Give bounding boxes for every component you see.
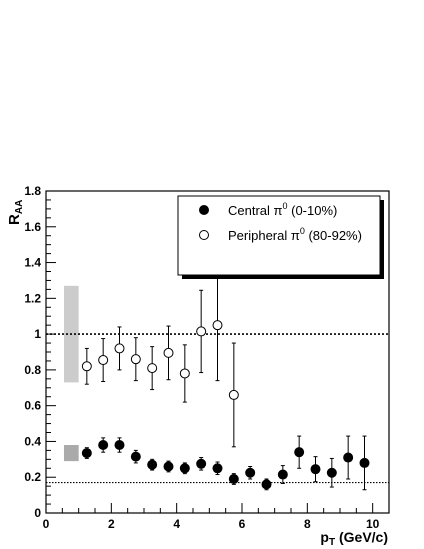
- y-tick-label: 0.8: [24, 363, 41, 377]
- peripheral-point: [163, 347, 174, 358]
- y-tick-label: 1.4: [24, 256, 41, 270]
- central-point: [98, 440, 109, 451]
- x-axis-title-sub: T: [329, 537, 335, 548]
- central-point: [310, 464, 321, 475]
- y-tick-label: 1.2: [24, 291, 41, 305]
- y-axis-title: RAA: [6, 200, 25, 225]
- legend-central-sup: 0: [283, 201, 288, 211]
- x-axis-title-unit: (GeV/c): [335, 529, 388, 545]
- y-axis-title-main: R: [6, 214, 23, 225]
- legend: Central π0 (0-10%) Peripheral π0 (80-92%…: [177, 195, 384, 279]
- x-axis-title-main: p: [320, 529, 329, 545]
- x-axis-title: pT (GeV/c): [320, 529, 388, 548]
- peripheral-point: [228, 389, 239, 400]
- central-point: [163, 461, 174, 472]
- legend-peripheral-suffix: (80-92%): [305, 228, 362, 243]
- central-point: [81, 448, 92, 459]
- legend-marker-central: [199, 205, 209, 215]
- legend-marker-peripheral: [199, 230, 209, 240]
- legend-label-peripheral: Peripheral π0 (80-92%): [228, 226, 362, 243]
- y-tick-label: 1: [34, 327, 41, 341]
- x-tick-label: 2: [108, 517, 115, 531]
- legend-central-suffix: (0-10%): [288, 203, 338, 218]
- y-axis-ticks: 0 0.2 0.4 0.6 0.8 1 1.2 1.4 1.6 1.8: [24, 184, 56, 520]
- legend-box: [177, 195, 381, 276]
- central-point: [147, 459, 158, 470]
- y-tick-label: 1.8: [24, 184, 41, 198]
- peripheral-point: [196, 326, 207, 337]
- legend-label-central: Central π0 (0-10%): [228, 201, 337, 218]
- central-point: [294, 447, 305, 458]
- central-point: [196, 458, 207, 469]
- central-point: [228, 474, 239, 485]
- legend-peripheral-name: Peripheral π: [228, 228, 300, 243]
- central-point: [261, 479, 272, 490]
- peripheral-point: [130, 354, 141, 365]
- x-tick-label: 0: [43, 517, 50, 531]
- y-tick-label: 0.6: [24, 399, 41, 413]
- systematic-box: [63, 445, 79, 462]
- systematic-error-boxes: [63, 285, 79, 462]
- y-axis-title-sub: AA: [14, 200, 25, 214]
- central-point: [343, 452, 354, 463]
- x-tick-label: 6: [239, 517, 246, 531]
- y-tick-label: 0.2: [24, 470, 41, 484]
- central-point: [114, 440, 125, 451]
- central-point: [326, 467, 337, 478]
- central-point: [277, 469, 288, 480]
- x-tick-label: 4: [173, 517, 180, 531]
- peripheral-point: [147, 363, 158, 374]
- data-points: [81, 269, 370, 491]
- peripheral-point: [179, 368, 190, 379]
- peripheral-point: [98, 355, 109, 366]
- central-point: [130, 451, 141, 462]
- x-tick-label: 8: [304, 517, 311, 531]
- y-tick-label: 1.6: [24, 220, 41, 234]
- peripheral-point: [114, 343, 125, 354]
- central-point: [245, 467, 256, 478]
- legend-peripheral-sup: 0: [300, 226, 305, 236]
- y-tick-label: 0.4: [24, 434, 41, 448]
- central-point: [179, 463, 190, 474]
- legend-central-name: Central π: [228, 203, 283, 218]
- central-point: [359, 457, 370, 468]
- peripheral-point: [212, 320, 223, 331]
- central-point: [212, 463, 223, 474]
- peripheral-point: [81, 361, 92, 372]
- x-tick-label: 10: [366, 517, 380, 531]
- y-tick-label: 0: [34, 506, 41, 520]
- x-axis-ticks: 0 2 4 6 8 10: [43, 503, 390, 531]
